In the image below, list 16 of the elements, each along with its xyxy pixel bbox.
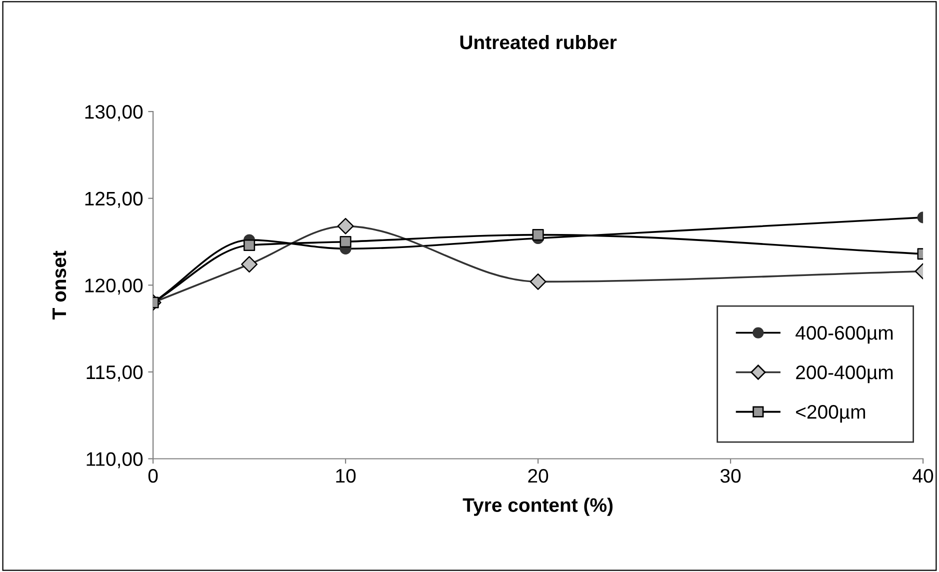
x-axis-title: Tyre content (%) (462, 498, 613, 516)
legend-label: <200µm (796, 405, 866, 423)
y-tick-label: 125,00 (85, 192, 143, 208)
y-tick-label: 130,00 (85, 105, 143, 122)
x-tick-label: 10 (336, 468, 356, 483)
y-axis-title: T onset (52, 250, 66, 320)
y-tick-label: 110,00 (86, 452, 143, 468)
chart-title: Untreated rubber (460, 34, 617, 50)
legend-label: 200-400µm (796, 366, 893, 384)
x-tick-label: 0 (148, 468, 158, 483)
x-tick-label: 20 (528, 468, 548, 483)
x-tick-label: 40 (912, 468, 934, 483)
x-tick-label: 30 (720, 468, 741, 483)
y-tick-label: 120,00 (85, 278, 143, 295)
legend-label: 400-600µm (796, 326, 893, 344)
y-tick-label: 115,00 (86, 365, 143, 382)
